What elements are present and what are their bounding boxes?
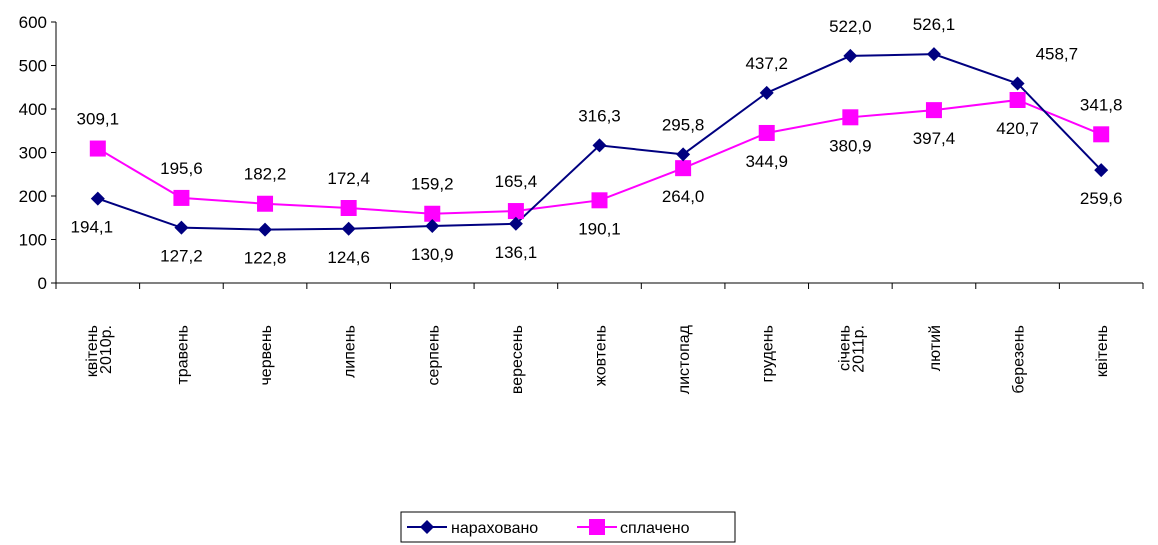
legend-marker-square (589, 519, 605, 535)
data-label: 316,3 (578, 106, 621, 125)
x-category-label: вересень (509, 325, 526, 394)
data-point-diamond (174, 220, 189, 235)
x-category-label: жовтень (593, 325, 610, 386)
data-label: 122,8 (244, 249, 287, 268)
data-point-diamond (425, 219, 440, 234)
data-label: 380,9 (829, 136, 872, 155)
x-category-label: березень (1011, 325, 1028, 394)
data-label: 526,1 (913, 15, 956, 34)
data-point-diamond (1094, 163, 1109, 178)
data-label: 172,4 (327, 169, 370, 188)
data-point-square (1093, 126, 1110, 143)
y-tick-label: 400 (19, 100, 47, 119)
data-point-square (173, 189, 190, 206)
data-point-diamond (676, 147, 691, 162)
x-category-label: червень (258, 325, 275, 386)
data-label: 195,6 (160, 159, 203, 178)
data-point-diamond (90, 191, 105, 206)
y-tick-label: 200 (19, 187, 47, 206)
data-point-square (424, 205, 441, 222)
data-label: 165,4 (495, 172, 538, 191)
data-point-square (675, 160, 692, 177)
data-label: 341,8 (1080, 95, 1123, 114)
data-point-square (89, 140, 106, 157)
data-label: 127,2 (160, 247, 203, 266)
data-point-diamond (759, 85, 774, 100)
y-tick-label: 600 (19, 13, 47, 32)
x-category-label: квітень (84, 325, 101, 377)
data-point-square (591, 192, 608, 209)
y-tick-label: 100 (19, 231, 47, 250)
x-category-label: травень (174, 325, 191, 385)
data-label: 182,2 (244, 165, 287, 184)
data-point-diamond (926, 47, 941, 62)
data-point-square (257, 195, 274, 212)
data-label: 124,6 (327, 248, 370, 267)
data-label: 194,1 (71, 218, 114, 237)
data-label: 309,1 (77, 110, 120, 129)
data-point-diamond (843, 48, 858, 63)
x-category-label: 2010р. (98, 325, 115, 374)
data-point-diamond (592, 138, 607, 153)
data-label: 259,6 (1080, 189, 1123, 208)
data-label: 130,9 (411, 245, 454, 264)
data-label: 420,7 (996, 119, 1039, 138)
data-labels: 194,1 127,2 122,8 124,6 130,9 136,1 316,3 295,8… (71, 15, 1123, 267)
data-label: 522,0 (829, 17, 872, 36)
data-label: 397,4 (913, 129, 956, 148)
data-point-square (340, 200, 357, 217)
x-category-label: лютий (927, 325, 944, 371)
x-category-label: грудень (760, 325, 777, 382)
x-category-label: квітень (1094, 325, 1111, 377)
x-category-label: листопад (676, 324, 693, 394)
data-label: 264,0 (662, 187, 705, 206)
data-point-square (1009, 91, 1026, 108)
y-tick-label: 0 (38, 274, 47, 293)
legend-box (400, 511, 736, 543)
data-point-square (758, 124, 775, 141)
data-point-square (842, 109, 859, 126)
legend-label: нараховано (451, 520, 538, 537)
data-label: 136,1 (495, 243, 538, 262)
data-label: 344,9 (745, 152, 788, 171)
legend-label: сплачено (620, 520, 690, 537)
data-label: 159,2 (411, 175, 454, 194)
legend: нараховано сплачено (400, 511, 736, 543)
data-point-diamond (341, 221, 356, 236)
x-category-label: серпень (425, 325, 442, 386)
data-point-diamond (508, 216, 523, 231)
y-tick-label: 500 (19, 57, 47, 76)
y-tick-label: 300 (19, 144, 47, 163)
x-category-label: 2011р. (850, 325, 867, 373)
data-label: 458,7 (1036, 44, 1079, 63)
data-label: 437,2 (745, 54, 788, 73)
data-label: 295,8 (662, 115, 705, 134)
data-point-square (507, 203, 524, 220)
data-point-diamond (258, 222, 273, 237)
series-markers (89, 47, 1110, 237)
legend-marker-diamond (420, 520, 434, 534)
data-point-diamond (1010, 76, 1025, 91)
x-category-label: липень (342, 325, 359, 378)
data-label: 190,1 (578, 219, 621, 238)
data-point-square (925, 102, 942, 119)
x-category-label: січень (836, 325, 853, 371)
